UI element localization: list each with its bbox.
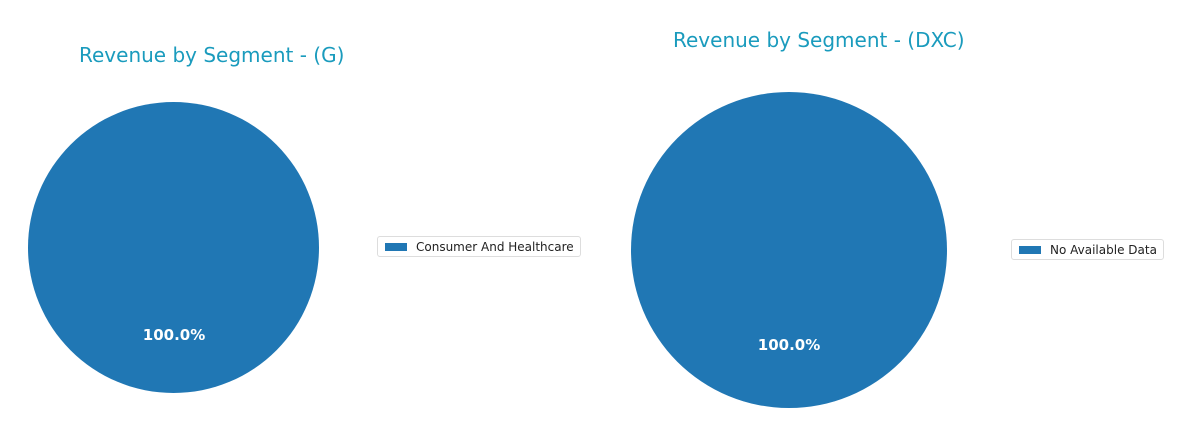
chart-title-dxc: Revenue by Segment - (DXC) (673, 28, 965, 52)
legend-swatch (385, 242, 407, 251)
legend-swatch (1019, 245, 1041, 254)
pie-slice-consumer-and-healthcare (28, 102, 319, 393)
slice-percentage-label: 100.0% (757, 336, 821, 354)
pie-slice-no-available-data (631, 92, 947, 408)
legend-label: Consumer And Healthcare (416, 239, 574, 254)
chart-title-g: Revenue by Segment - (G) (79, 43, 345, 67)
legend-g: Consumer And Healthcare (377, 236, 581, 257)
legend-label: No Available Data (1050, 242, 1157, 257)
legend-dxc: No Available Data (1011, 239, 1164, 260)
slice-percentage-label: 100.0% (142, 326, 206, 344)
